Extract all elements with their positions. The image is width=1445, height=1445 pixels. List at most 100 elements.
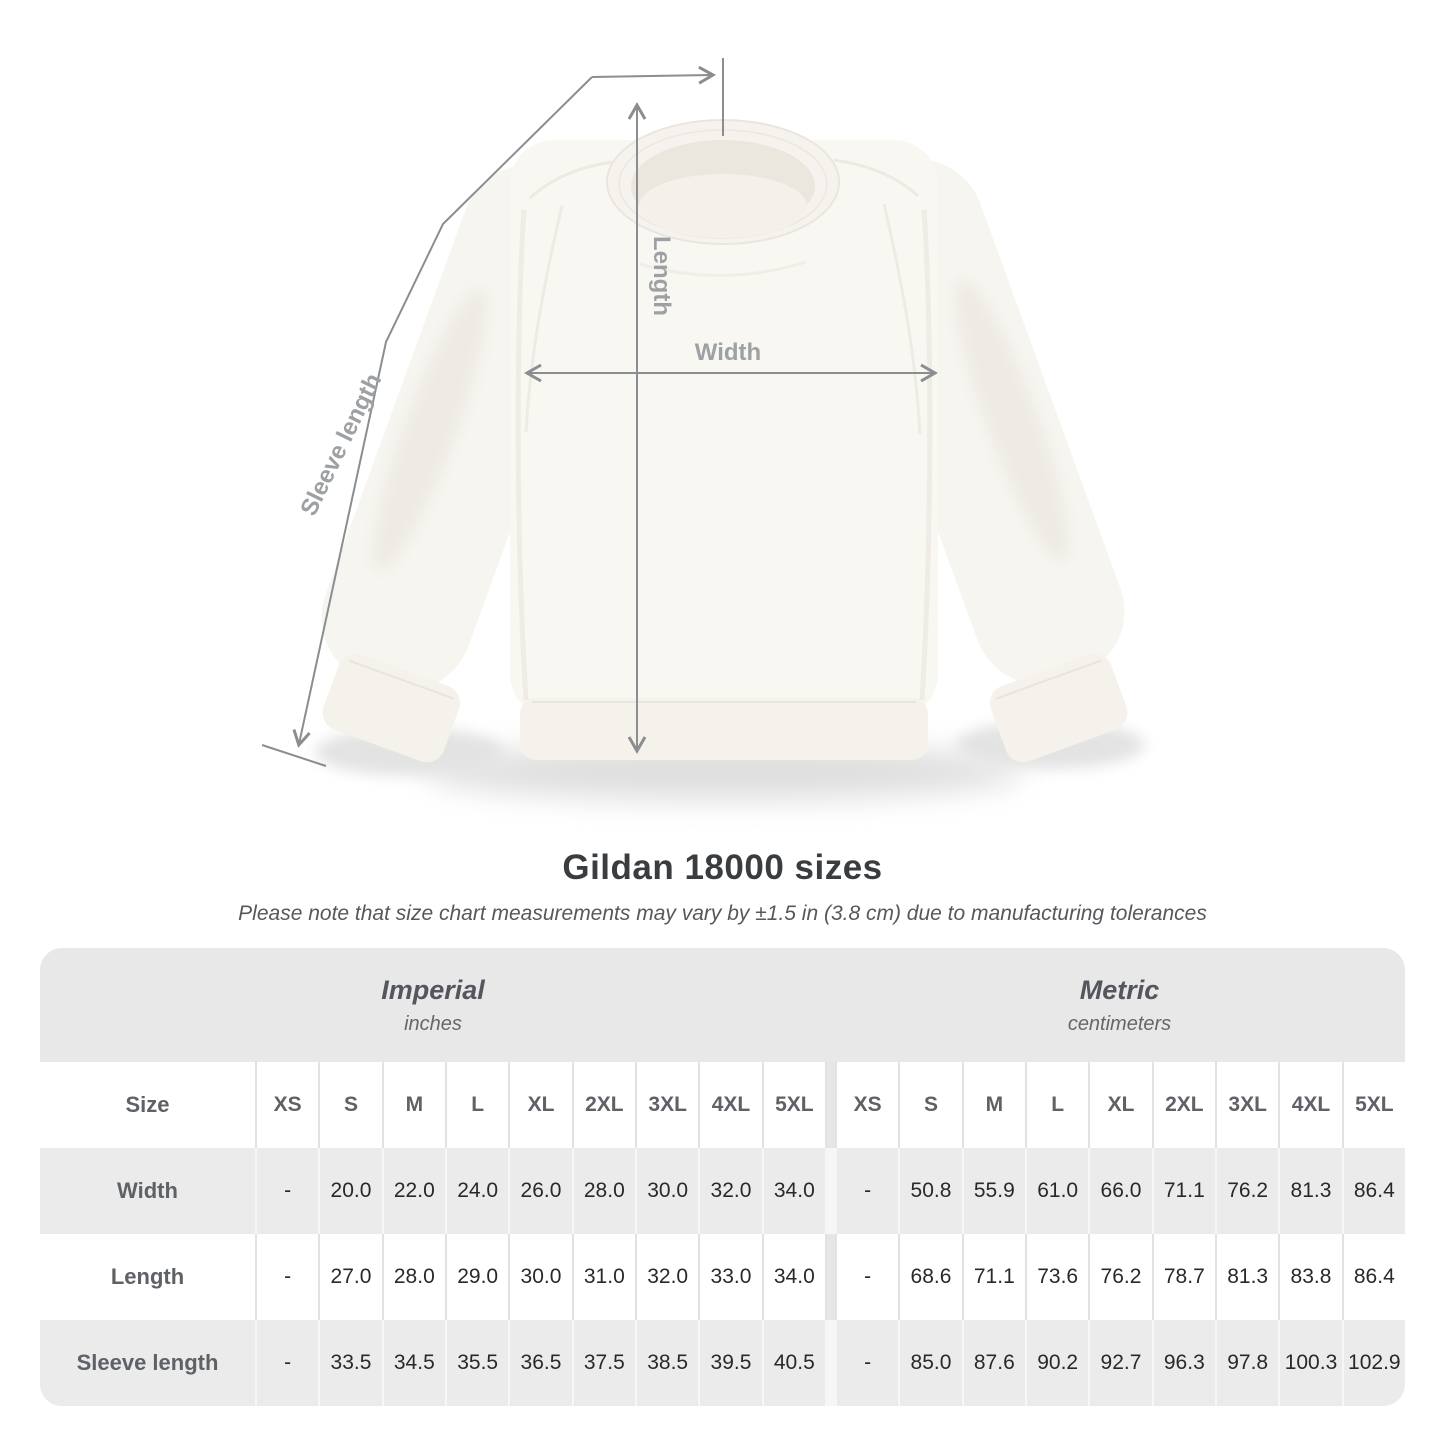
- length-imperial-3xl: 32.0: [636, 1234, 699, 1320]
- width-imperial-xl: 26.0: [510, 1148, 572, 1234]
- width-metric-l: 61.0: [1026, 1148, 1089, 1234]
- section-divider: [826, 1234, 835, 1320]
- sleeve-metric-4xl: 100.3: [1280, 1320, 1342, 1406]
- sleeve-imperial-5xl: 40.5: [763, 1320, 825, 1406]
- col-header-metric-2xl: 2XL: [1153, 1062, 1215, 1148]
- length-metric-5xl: 86.4: [1343, 1234, 1405, 1320]
- length-imperial-5xl: 34.0: [763, 1234, 825, 1320]
- size-header-row: Size XS S M L XL 2XL 3XL 4XL 5XL XS S M …: [40, 1062, 1405, 1148]
- width-metric-3xl: 76.2: [1216, 1148, 1279, 1234]
- length-measure-label: Length: [648, 236, 675, 316]
- width-imperial-3xl: 30.0: [636, 1148, 699, 1234]
- width-metric-s: 50.8: [900, 1148, 962, 1234]
- sleeve-metric-l: 90.2: [1026, 1320, 1089, 1406]
- sleeve-imperial-4xl: 39.5: [700, 1320, 762, 1406]
- row-label-sleeve-length: Sleeve length: [40, 1320, 255, 1406]
- sleeve-measure-line: [292, 76, 593, 748]
- col-header-imperial-m: M: [383, 1062, 445, 1148]
- width-imperial-5xl: 34.0: [763, 1148, 825, 1234]
- width-imperial-s: 20.0: [320, 1148, 382, 1234]
- section-divider: [826, 1062, 835, 1148]
- sleeve-imperial-xs: -: [257, 1320, 319, 1406]
- tolerance-note: Please note that size chart measurements…: [238, 902, 1207, 925]
- width-measure-label: Width: [695, 339, 761, 366]
- sweatshirt-illustration: [321, 119, 1128, 763]
- sleeve-imperial-xl: 36.5: [510, 1320, 572, 1406]
- sleeve-measure-top-line: [591, 65, 717, 85]
- col-header-metric-xl: XL: [1090, 1062, 1152, 1148]
- sleeve-metric-s: 85.0: [900, 1320, 962, 1406]
- width-imperial-l: 24.0: [446, 1148, 509, 1234]
- col-header-metric-s: S: [900, 1062, 962, 1148]
- width-metric-5xl: 86.4: [1343, 1148, 1405, 1234]
- width-metric-m: 55.9: [963, 1148, 1025, 1234]
- length-imperial-xl: 30.0: [510, 1234, 572, 1320]
- length-imperial-xs: -: [257, 1234, 319, 1320]
- length-metric-3xl: 81.3: [1216, 1234, 1279, 1320]
- length-imperial-m: 28.0: [383, 1234, 445, 1320]
- width-metric-xs: -: [836, 1148, 899, 1234]
- section-divider: [826, 1320, 835, 1406]
- col-header-metric-4xl: 4XL: [1280, 1062, 1342, 1148]
- col-header-imperial-4xl: 4XL: [700, 1062, 762, 1148]
- width-imperial-xs: -: [257, 1148, 319, 1234]
- sleeve-metric-xs: -: [836, 1320, 899, 1406]
- col-header-imperial-xl: XL: [510, 1062, 572, 1148]
- size-corner-label: Size: [40, 1062, 255, 1148]
- sleeve-imperial-3xl: 38.5: [636, 1320, 699, 1406]
- sleeve-metric-3xl: 97.8: [1216, 1320, 1279, 1406]
- width-row: Width - 20.0 22.0 24.0 26.0 28.0 30.0 32…: [40, 1148, 1405, 1234]
- col-header-metric-3xl: 3XL: [1216, 1062, 1279, 1148]
- sleeve-imperial-l: 35.5: [446, 1320, 509, 1406]
- col-header-metric-5xl: 5XL: [1343, 1062, 1405, 1148]
- length-metric-m: 71.1: [963, 1234, 1025, 1320]
- col-header-imperial-xs: XS: [257, 1062, 319, 1148]
- measurement-lines: [261, 58, 939, 767]
- width-imperial-m: 22.0: [383, 1148, 445, 1234]
- unit-sections-header: Imperial inches Metric centimeters: [40, 948, 1405, 1062]
- size-table: Imperial inches Metric centimeters Size …: [40, 948, 1405, 1406]
- row-label-length: Length: [40, 1234, 255, 1320]
- length-metric-xl: 76.2: [1090, 1234, 1152, 1320]
- length-metric-4xl: 83.8: [1280, 1234, 1342, 1320]
- length-metric-xs: -: [836, 1234, 899, 1320]
- length-metric-l: 73.6: [1026, 1234, 1089, 1320]
- imperial-label: Imperial: [381, 974, 485, 1005]
- imperial-section-header: Imperial inches: [40, 948, 826, 1062]
- row-label-width: Width: [40, 1148, 255, 1234]
- width-imperial-2xl: 28.0: [573, 1148, 635, 1234]
- imperial-unit-label: inches: [404, 1012, 462, 1035]
- metric-section-header: Metric centimeters: [834, 948, 1405, 1062]
- length-imperial-4xl: 33.0: [700, 1234, 762, 1320]
- sleeve-imperial-2xl: 37.5: [573, 1320, 635, 1406]
- sleeve-metric-5xl: 102.9: [1343, 1320, 1405, 1406]
- width-metric-xl: 66.0: [1090, 1148, 1152, 1234]
- length-imperial-l: 29.0: [446, 1234, 509, 1320]
- col-header-imperial-3xl: 3XL: [636, 1062, 699, 1148]
- sleeve-metric-m: 87.6: [963, 1320, 1025, 1406]
- width-metric-2xl: 71.1: [1153, 1148, 1215, 1234]
- sleeve-imperial-m: 34.5: [383, 1320, 445, 1406]
- metric-unit-label: centimeters: [1067, 1012, 1172, 1035]
- sleeve-measure-cuff-tick: [261, 744, 327, 767]
- section-divider: [826, 1148, 835, 1234]
- sweatshirt-mockup-image: Length Width Sleeve length: [261, 58, 1145, 800]
- col-header-metric-l: L: [1026, 1062, 1089, 1148]
- sleeve-length-row: Sleeve length - 33.5 34.5 35.5 36.5 37.5…: [40, 1320, 1405, 1406]
- col-header-imperial-l: L: [446, 1062, 509, 1148]
- sleeve-imperial-s: 33.5: [320, 1320, 382, 1406]
- length-imperial-2xl: 31.0: [573, 1234, 635, 1320]
- metric-label: Metric: [1079, 974, 1160, 1005]
- page-title: Gildan 18000 sizes: [562, 848, 883, 887]
- width-metric-4xl: 81.3: [1280, 1148, 1342, 1234]
- width-imperial-4xl: 32.0: [700, 1148, 762, 1234]
- length-imperial-s: 27.0: [320, 1234, 382, 1320]
- col-header-imperial-5xl: 5XL: [763, 1062, 825, 1148]
- col-header-imperial-2xl: 2XL: [573, 1062, 635, 1148]
- col-header-metric-xs: XS: [836, 1062, 899, 1148]
- title-block: Gildan 18000 sizes Please note that size…: [0, 848, 1445, 926]
- col-header-imperial-s: S: [320, 1062, 382, 1148]
- length-metric-2xl: 78.7: [1153, 1234, 1215, 1320]
- length-row: Length - 27.0 28.0 29.0 30.0 31.0 32.0 3…: [40, 1234, 1405, 1320]
